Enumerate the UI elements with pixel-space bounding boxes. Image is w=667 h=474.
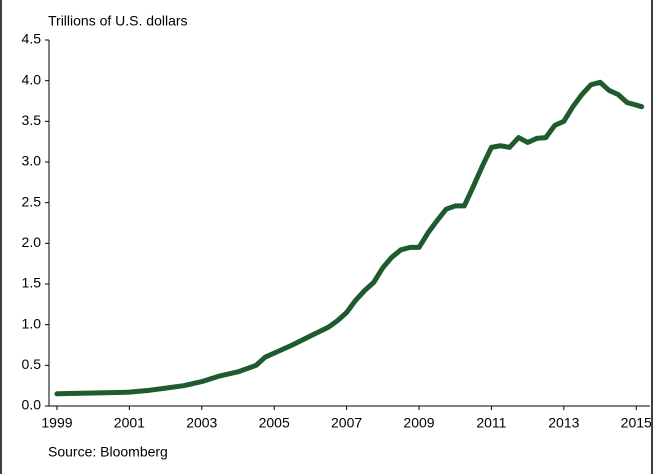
- x-tick-label: 2003: [186, 415, 217, 431]
- y-tick-label: 4.0: [22, 71, 42, 87]
- y-tick-label: 0.0: [22, 397, 42, 413]
- x-tick-label: 2005: [259, 415, 290, 431]
- chart-title: Trillions of U.S. dollars: [48, 13, 188, 29]
- data-line: [54, 79, 645, 397]
- y-tick-label: 3.5: [22, 112, 42, 128]
- x-tick-label: 2009: [403, 415, 434, 431]
- x-tick-label: 2015: [621, 415, 652, 431]
- x-tick-label: 2013: [548, 415, 579, 431]
- source-note: Source: Bloomberg: [48, 444, 168, 460]
- y-tick-label: 0.5: [22, 356, 42, 372]
- y-tick-label: 1.0: [22, 315, 42, 331]
- x-tick-label: 2007: [331, 415, 362, 431]
- y-tick-label: 4.5: [22, 31, 42, 47]
- x-tick-label: 2011: [476, 415, 506, 431]
- y-tick-label: 2.0: [22, 234, 42, 250]
- x-tick-label: 2001: [114, 415, 145, 431]
- y-tick-label: 2.5: [22, 193, 42, 209]
- y-tick-label: 3.0: [22, 153, 42, 169]
- y-tick-label: 1.5: [22, 275, 42, 291]
- x-tick-label: 1999: [41, 415, 72, 431]
